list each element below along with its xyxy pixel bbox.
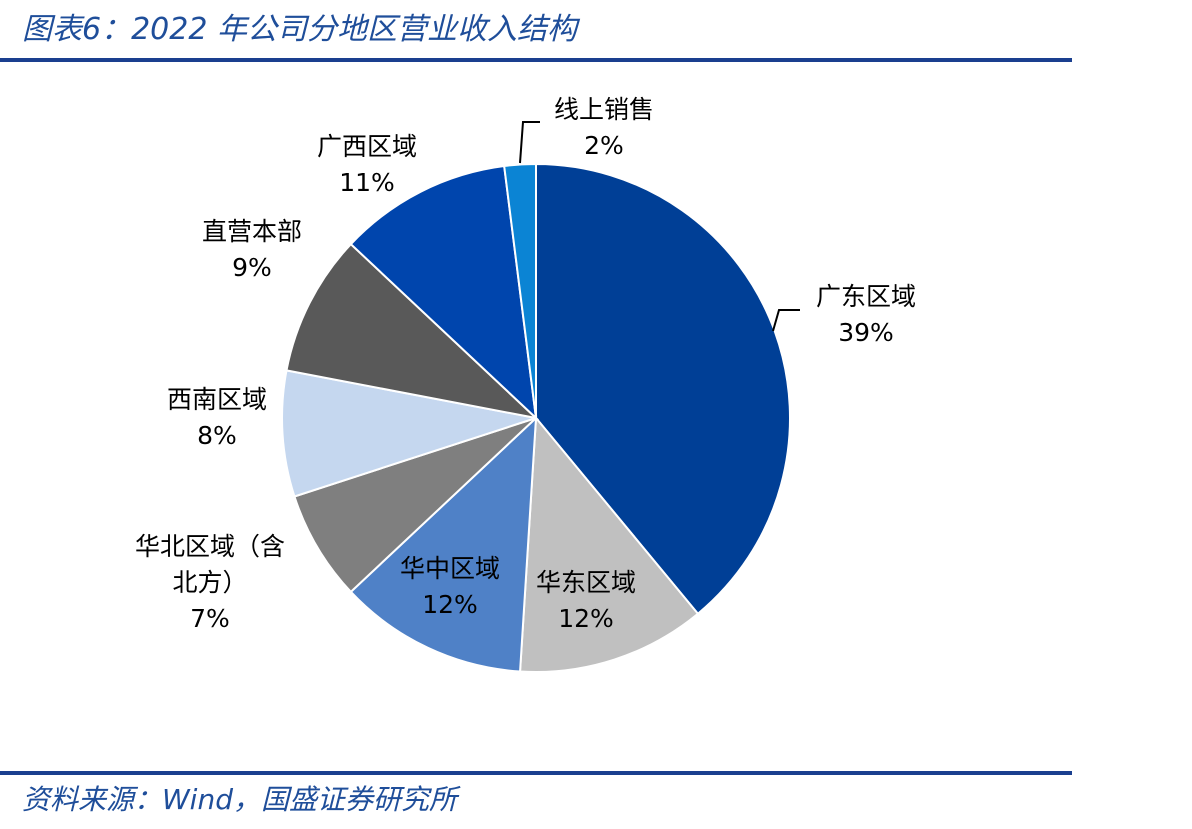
slice-pct-guangxi: 11% <box>339 168 395 197</box>
leader-line-guangdong <box>772 309 800 332</box>
slice-pct-xinan: 8% <box>197 421 237 450</box>
slice-pct-zhiying: 9% <box>232 253 272 282</box>
slice-name-guangdong: 广东区域 <box>816 282 916 311</box>
slice-pct-huabei: 7% <box>190 604 230 633</box>
slice-name-guangxi: 广西区域 <box>317 132 417 161</box>
slice-pct-online: 2% <box>584 131 624 160</box>
slice-name-huadong: 华东区域 <box>536 568 636 597</box>
slice-label-guangdong: 广东区域 39% <box>816 282 916 347</box>
slice-label-xinan: 西南区域 8% <box>167 385 267 450</box>
slice-label-huadong: 华东区域 12% <box>536 568 636 633</box>
slice-label-huazhong: 华中区域 12% <box>400 554 500 619</box>
pie-slice-huazhong <box>349 415 538 673</box>
slice-label-zhiying: 直营本部 9% <box>202 217 302 282</box>
pie-slice-guangxi <box>349 164 538 421</box>
pie-slice-xinan <box>281 369 537 498</box>
pie-slice-online <box>503 162 537 419</box>
slice-label-guangxi: 广西区域 11% <box>317 132 417 197</box>
slice-name-zhiying: 直营本部 <box>202 217 302 246</box>
pie-slice-zhiying <box>285 242 540 420</box>
chart-title: 图表6：2022 年公司分地区营业收入结构 <box>22 12 577 47</box>
slice-pct-guangdong: 39% <box>838 318 894 347</box>
source-note: 资料来源：Wind，国盛证券研究所 <box>22 783 457 816</box>
slice-name-huabei-0: 华北区域（含 <box>135 532 285 561</box>
slice-name-xinan: 西南区域 <box>167 385 267 414</box>
slice-pct-huazhong: 12% <box>422 590 478 619</box>
slice-pct-huadong: 12% <box>558 604 614 633</box>
slice-label-online: 线上销售 2% <box>554 95 654 160</box>
slice-name-huabei-1: 北方） <box>172 568 247 597</box>
pie-slice-huadong <box>518 415 700 673</box>
slice-name-huazhong: 华中区域 <box>400 554 500 583</box>
top-rule <box>0 58 1072 62</box>
slice-name-online: 线上销售 <box>554 95 654 124</box>
leader-line-online <box>519 121 540 164</box>
slice-label-huabei: 华北区域（含北方） 7% <box>135 532 285 633</box>
pie-slice-guangdong <box>535 162 791 616</box>
pie-slice-huabei <box>293 417 537 594</box>
bottom-rule <box>0 771 1072 775</box>
